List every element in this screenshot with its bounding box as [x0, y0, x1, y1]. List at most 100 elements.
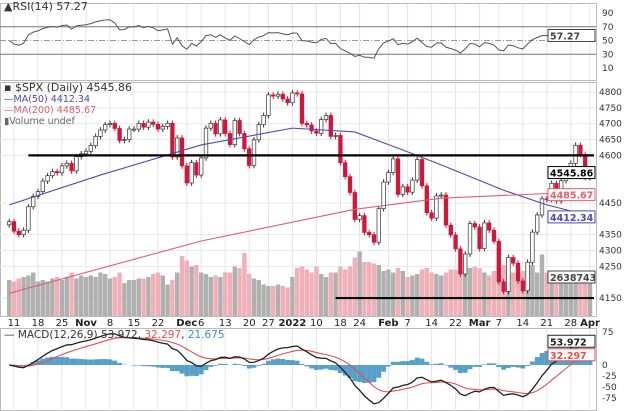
candle — [578, 144, 583, 155]
volume-bar — [463, 256, 468, 316]
volume-bar — [347, 266, 353, 316]
volume-bar — [83, 277, 89, 316]
ma50-value-label: 4412.34 — [550, 213, 594, 224]
macd-histogram-bar — [170, 365, 175, 372]
macd-histogram-bar — [69, 358, 74, 365]
candle — [405, 186, 410, 193]
macd-histogram-bar — [328, 365, 334, 371]
macd-histogram-bar — [414, 357, 420, 365]
macd-histogram-bar — [386, 365, 391, 367]
legend-ma200-name: MA(200) — [13, 105, 54, 116]
macd-signal-value-label: 32.297 — [550, 351, 587, 362]
x-tick-label: Mar — [469, 318, 491, 329]
candle — [45, 175, 50, 182]
price-tick-label: 4150 — [599, 294, 622, 304]
volume-bar — [386, 269, 391, 316]
macd-histogram-bar — [501, 365, 506, 370]
candle — [463, 253, 468, 275]
price-tick-label: 4750 — [599, 104, 622, 114]
candle — [59, 165, 65, 174]
macd-histogram-bar — [395, 361, 401, 365]
candle — [295, 92, 300, 95]
candle — [501, 281, 506, 292]
volume-bar — [424, 268, 429, 316]
macd-tick-label: 75 — [602, 328, 613, 338]
candle — [275, 93, 281, 97]
candle — [520, 280, 525, 292]
macd-histogram-bar — [496, 365, 502, 367]
legend-ma200-value: 4485.67 — [56, 105, 97, 116]
legend-ma50: —MA(50) 4412.34 — [4, 94, 91, 105]
candle — [64, 162, 69, 167]
volume-bar — [64, 277, 69, 316]
candle — [26, 206, 31, 231]
candle — [141, 123, 146, 128]
candle — [491, 229, 497, 242]
candle — [424, 185, 429, 214]
x-tick-label: 25 — [56, 318, 69, 329]
volume-bar — [7, 280, 12, 316]
ma200-value-label-box — [547, 188, 596, 202]
macd-histogram-bar — [285, 359, 290, 365]
macd-value-label: 53.972 — [550, 337, 587, 348]
legend-volume-value: undef — [47, 116, 75, 127]
candle — [170, 123, 175, 158]
candle — [136, 123, 141, 130]
volume-bar — [405, 277, 410, 316]
volume-bar — [314, 266, 319, 316]
candle — [74, 156, 79, 172]
macd-histogram-bar — [314, 365, 319, 370]
macd-histogram-bar — [342, 365, 348, 376]
volume-bar — [472, 266, 477, 316]
x-tick-label: 27 — [262, 318, 275, 329]
price-tick-label: 4600 — [599, 151, 622, 161]
volume-bar — [31, 272, 36, 316]
macd-histogram-value: 21.675 — [187, 329, 225, 341]
volume-bar — [122, 283, 127, 316]
volume-bar — [419, 269, 425, 316]
candle — [319, 119, 324, 134]
candle — [304, 123, 309, 126]
candle — [280, 93, 285, 100]
candle — [256, 124, 261, 141]
volume-bar — [587, 277, 593, 316]
candle — [419, 159, 425, 187]
volume-bar — [530, 265, 535, 316]
candle — [251, 139, 257, 166]
volume-bar — [266, 286, 271, 316]
macd-histogram-bar — [438, 363, 444, 365]
macd-histogram-bar — [218, 363, 223, 365]
macd-histogram-bar — [208, 365, 214, 367]
candle — [400, 186, 405, 195]
volume-bar — [458, 271, 463, 316]
candle — [160, 126, 165, 130]
macd-histogram-bar — [54, 357, 60, 365]
volume-bar — [467, 268, 473, 316]
candle — [314, 130, 319, 134]
candle — [415, 159, 420, 181]
candle — [122, 139, 127, 141]
volume-bar — [251, 278, 257, 316]
macd-histogram-bar — [323, 365, 329, 369]
volume-bar — [237, 268, 242, 316]
candle — [117, 128, 122, 141]
volume-bar — [299, 266, 305, 316]
candle — [40, 180, 45, 192]
macd-value-label-box — [547, 334, 596, 348]
candle — [179, 137, 185, 167]
volume-bar — [146, 277, 151, 316]
macd-histogram-bar — [266, 360, 271, 365]
macd-histogram-bar — [530, 361, 535, 365]
macd-tick-label: -25 — [602, 372, 617, 382]
candle — [496, 240, 501, 283]
candle — [511, 257, 516, 264]
candle — [391, 158, 396, 173]
macd-histogram-bar — [280, 358, 286, 365]
volume-bar — [242, 253, 247, 316]
macd-histogram-bar — [78, 358, 84, 365]
macd-histogram-bar — [83, 359, 89, 365]
x-tick-label: 8 — [107, 318, 113, 329]
macd-histogram-bar — [381, 365, 386, 372]
candle — [381, 181, 386, 210]
volume-bar — [40, 280, 45, 316]
